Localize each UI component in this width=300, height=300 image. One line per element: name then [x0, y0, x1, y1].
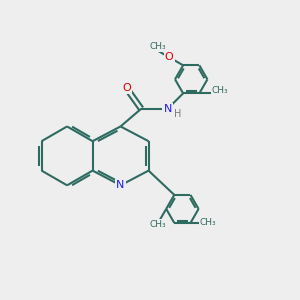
- Text: CH₃: CH₃: [212, 86, 228, 95]
- Text: N: N: [116, 180, 125, 190]
- Text: CH₃: CH₃: [200, 218, 217, 227]
- Text: O: O: [122, 83, 131, 93]
- Text: H: H: [174, 109, 182, 119]
- Text: CH₃: CH₃: [149, 220, 166, 229]
- Text: CH₃: CH₃: [150, 42, 166, 51]
- Text: O: O: [165, 52, 173, 62]
- Text: N: N: [164, 104, 172, 114]
